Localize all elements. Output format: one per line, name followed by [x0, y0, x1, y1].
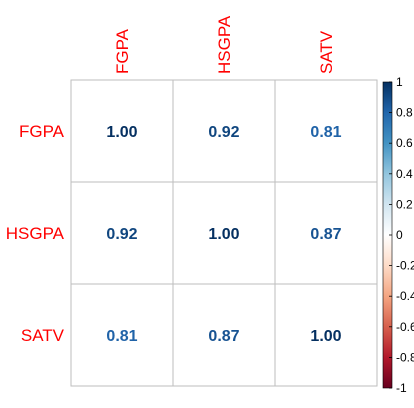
colorbar: 1 0.8 0.6 0.4 0.2 0 -0.2 -0.4 -0.6 -0.8 -1 — [382, 75, 414, 395]
colorbar-tick-label: 0.2 — [396, 197, 413, 211]
row-label-hsgpa: HSGPA — [6, 224, 65, 243]
column-labels: FGPA HSGPA SATV — [113, 15, 336, 74]
row-label-satv: SATV — [21, 326, 65, 345]
cell-value-satv-fgpa: 0.81 — [106, 328, 137, 345]
colorbar-tick-label: -0.8 — [396, 350, 414, 364]
colorbar-tick-label: -0.6 — [396, 320, 414, 334]
colorbar-tick-label: 0.8 — [396, 106, 413, 120]
cell-value-hsgpa-satv: 0.87 — [310, 226, 341, 243]
colorbar-tick-label: 1 — [396, 75, 403, 89]
cell-hsgpa-satv — [274, 181, 378, 285]
colorbar-tick-label: 0.6 — [396, 136, 413, 150]
cell-grid: 1.00 0.92 0.81 0.92 1.00 0.87 0.81 0.87 1.00 — [70, 79, 378, 387]
colorbar-gradient — [383, 82, 392, 388]
column-label-hsgpa: HSGPA — [215, 15, 234, 74]
cell-value-satv-hsgpa: 0.87 — [208, 328, 239, 345]
cell-value-fgpa-hsgpa: 0.92 — [208, 124, 239, 141]
colorbar-tick-label: -0.2 — [396, 259, 414, 273]
cell-hsgpa-hsgpa — [172, 181, 276, 285]
row-label-fgpa: FGPA — [19, 122, 65, 141]
column-label-fgpa: FGPA — [113, 28, 132, 74]
cell-value-fgpa-fgpa: 1.00 — [106, 124, 137, 141]
cell-hsgpa-fgpa — [70, 181, 174, 285]
cell-value-fgpa-satv: 0.81 — [310, 124, 341, 141]
row-labels: FGPA HSGPA SATV — [6, 122, 65, 345]
colorbar-tick-label: -1 — [396, 381, 407, 395]
cell-fgpa-fgpa — [70, 79, 174, 183]
cell-value-hsgpa-fgpa: 0.92 — [106, 226, 137, 243]
cell-satv-hsgpa — [172, 283, 276, 387]
colorbar-tick-label: -0.4 — [396, 289, 414, 303]
cell-satv-satv — [274, 283, 378, 387]
colorbar-tick-label: 0.4 — [396, 167, 413, 181]
cell-satv-fgpa — [70, 283, 174, 387]
cell-fgpa-hsgpa — [172, 79, 276, 183]
column-label-satv: SATV — [317, 30, 336, 74]
cell-fgpa-satv — [274, 79, 378, 183]
cell-value-hsgpa-hsgpa: 1.00 — [208, 226, 239, 243]
cell-value-satv-satv: 1.00 — [310, 328, 341, 345]
colorbar-tick-label: 0 — [396, 228, 403, 242]
